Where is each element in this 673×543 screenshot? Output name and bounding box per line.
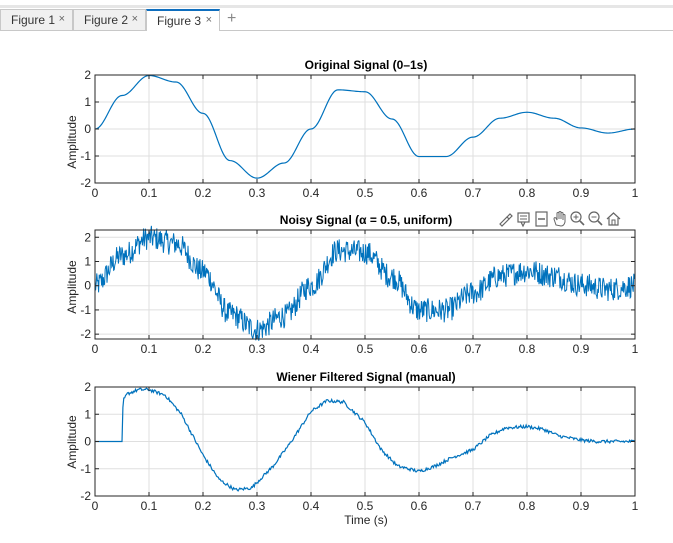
data-tips-icon[interactable]	[515, 210, 532, 228]
axes-title: Original Signal (0–1s)	[305, 58, 428, 72]
tab-bar-top-border	[0, 5, 673, 8]
x-tick-label: 0.8	[519, 342, 536, 356]
x-tick-label: 0	[92, 186, 99, 200]
tab-figure-2[interactable]: Figure 2 ×	[73, 9, 146, 30]
y-tick-label: 0	[84, 122, 91, 136]
x-tick-label: 0	[92, 342, 99, 356]
x-tick-label: 0.5	[357, 342, 374, 356]
x-tick-label: 0.5	[357, 186, 374, 200]
x-tick-label: 0.1	[141, 499, 158, 513]
tab-figure-3[interactable]: Figure 3 ×	[146, 9, 220, 31]
axes-original-signal[interactable]: Original Signal (0–1s) Amplitude 0 0.1 0.2…	[65, 58, 639, 200]
x-tick-label: 0.1	[141, 186, 158, 200]
axes-title: Noisy Signal (α = 0.5, uniform)	[280, 213, 452, 227]
y-tick-label: 2	[84, 230, 91, 244]
x-tick-label: 0	[92, 499, 99, 513]
y-tick-label: 2	[84, 380, 91, 394]
y-tick-label: -1	[80, 149, 91, 163]
tab-label: Figure 2	[84, 13, 129, 27]
x-tick-label: 0.4	[303, 186, 320, 200]
y-axis-label: Amplitude	[65, 115, 79, 169]
x-tick-label: 0.3	[249, 499, 266, 513]
x-tick-label: 0.9	[573, 186, 590, 200]
zoom-in-icon[interactable]	[569, 210, 586, 228]
axes-wiener-filtered-signal[interactable]: Wiener Filtered Signal (manual) Amplitud…	[65, 370, 639, 527]
figure-tab-bar: Figure 1 × Figure 2 × Figure 3 × +	[0, 0, 673, 34]
x-tick-label: 0.1	[141, 342, 158, 356]
x-tick-label: 0.9	[573, 499, 590, 513]
zoom-out-icon[interactable]	[587, 210, 604, 228]
tab-figure-1[interactable]: Figure 1 ×	[0, 9, 73, 30]
x-tick-label: 0.7	[465, 186, 482, 200]
x-tick-label: 0.2	[195, 186, 212, 200]
x-tick-label: 0.6	[411, 186, 428, 200]
close-icon[interactable]: ×	[58, 13, 65, 25]
y-tick-label: 1	[84, 254, 91, 268]
y-tick-label: 0	[84, 435, 91, 449]
x-tick-label: 0.2	[195, 342, 212, 356]
x-tick-label: 1	[632, 186, 639, 200]
x-tick-label: 0.6	[411, 499, 428, 513]
y-axis-label: Amplitude	[65, 415, 79, 469]
series-line	[94, 225, 636, 341]
y-axis-label: Amplitude	[65, 260, 79, 314]
y-tick-label: -2	[80, 489, 91, 503]
figure-canvas: Original Signal (0–1s) Amplitude 0 0.1 0.2…	[65, 58, 639, 527]
add-tab-icon[interactable]: +	[227, 10, 237, 27]
x-tick-label: 0.7	[465, 499, 482, 513]
x-tick-label: 0.3	[249, 342, 266, 356]
x-tick-label: 0.8	[519, 186, 536, 200]
x-tick-label: 1	[632, 499, 639, 513]
tab-label: Figure 1	[11, 13, 56, 27]
y-tick-label: -2	[80, 176, 91, 190]
x-tick-label: 0.3	[249, 186, 266, 200]
legend-icon[interactable]	[533, 210, 550, 228]
y-tick-label: 0	[84, 279, 91, 293]
close-icon[interactable]: ×	[131, 13, 138, 25]
axes-title: Wiener Filtered Signal (manual)	[276, 370, 455, 384]
x-axis-label: Time (s)	[344, 513, 388, 527]
x-tick-label: 0.8	[519, 499, 536, 513]
x-tick-label: 0.2	[195, 499, 212, 513]
y-tick-label: 1	[84, 407, 91, 421]
axes-noisy-signal[interactable]: Noisy Signal (α = 0.5, uniform) Amplitud…	[65, 213, 639, 356]
y-tick-label: -1	[80, 303, 91, 317]
y-tick-label: -2	[80, 327, 91, 341]
tab-label: Figure 3	[157, 14, 202, 28]
tab-bar-bottom-border	[0, 30, 673, 31]
y-tick-label: -1	[80, 462, 91, 476]
series-line	[95, 387, 636, 492]
close-icon[interactable]: ×	[205, 14, 212, 26]
home-icon[interactable]	[605, 210, 622, 228]
x-tick-label: 0.6	[411, 342, 428, 356]
x-tick-label: 0.4	[303, 342, 320, 356]
pan-hand-icon[interactable]	[551, 210, 568, 228]
y-tick-label: 2	[84, 68, 91, 82]
x-tick-label: 0.5	[357, 499, 374, 513]
x-tick-label: 0.4	[303, 499, 320, 513]
x-tick-label: 0.7	[465, 342, 482, 356]
brush-icon[interactable]	[497, 210, 514, 228]
y-tick-label: 1	[84, 95, 91, 109]
x-tick-label: 0.9	[573, 342, 590, 356]
series-line	[94, 74, 636, 179]
x-tick-label: 1	[632, 342, 639, 356]
